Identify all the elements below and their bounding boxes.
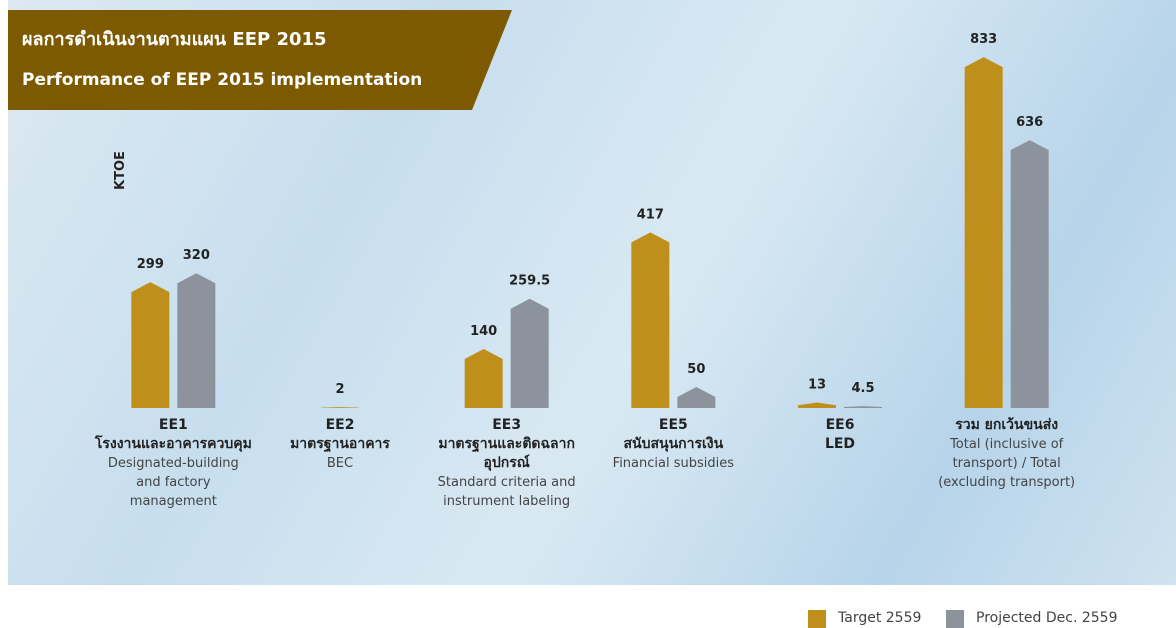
category-code: EE2 xyxy=(250,416,430,435)
bar xyxy=(844,406,882,408)
value-label: 299 xyxy=(137,257,164,272)
category-name: LED xyxy=(750,435,930,454)
value-label: 417 xyxy=(637,207,664,222)
legend-swatch xyxy=(946,610,964,628)
category-name: มาตรฐานอาคาร xyxy=(250,435,430,454)
chart: ผลการดำเนินงานตามแผน EEP 2015 Performanc… xyxy=(0,0,1176,628)
legend-swatch xyxy=(808,610,826,628)
value-label: 833 xyxy=(970,32,997,47)
value-label: 2 xyxy=(335,382,344,397)
page: ผลการดำเนินงานตามแผน EEP 2015 Performanc… xyxy=(0,0,1176,628)
category-name: โรงงานและอาคารควบคุม xyxy=(83,435,263,454)
bar xyxy=(677,387,715,408)
y-axis-label: KTOE xyxy=(113,151,128,190)
bar xyxy=(1011,140,1049,408)
legend-label: Projected Dec. 2559 xyxy=(976,610,1117,626)
value-label: 50 xyxy=(687,362,705,377)
category-description: Designated-building and factory manageme… xyxy=(83,454,263,511)
category-name: มาตรฐานและติดฉลากอุปกรณ์ xyxy=(417,435,597,473)
category-description: BEC xyxy=(250,454,430,473)
bar xyxy=(965,57,1003,408)
bar xyxy=(465,349,503,408)
chart-title: ผลการดำเนินงานตามแผน EEP 2015 xyxy=(22,29,327,50)
value-label: 636 xyxy=(1016,115,1043,130)
title-box xyxy=(8,10,512,110)
category-code: EE3 xyxy=(417,416,597,435)
bar xyxy=(131,282,169,408)
category-code: EE5 xyxy=(583,416,763,435)
category-description: Total (inclusive of transport) / Total (… xyxy=(917,435,1097,492)
category-name: สนับสนุนการเงิน xyxy=(583,435,763,454)
category-name: รวม ยกเว้นขนส่ง xyxy=(917,416,1097,435)
bar xyxy=(631,232,669,408)
value-label: 259.5 xyxy=(509,274,550,289)
value-label: 4.5 xyxy=(851,381,874,396)
category-description: Financial subsidies xyxy=(583,454,763,473)
bar xyxy=(798,403,836,408)
chart-subtitle: Performance of EEP 2015 implementation xyxy=(22,70,422,90)
value-label: 320 xyxy=(183,248,210,263)
value-label: 140 xyxy=(470,324,497,339)
category-description: Standard criteria and instrument labelin… xyxy=(417,473,597,511)
legend-label: Target 2559 xyxy=(838,610,921,626)
bar xyxy=(511,299,549,408)
bar xyxy=(321,407,359,408)
category-code: EE6 xyxy=(750,416,930,435)
bar xyxy=(177,273,215,408)
value-label: 13 xyxy=(808,378,826,393)
category-code: EE1 xyxy=(83,416,263,435)
